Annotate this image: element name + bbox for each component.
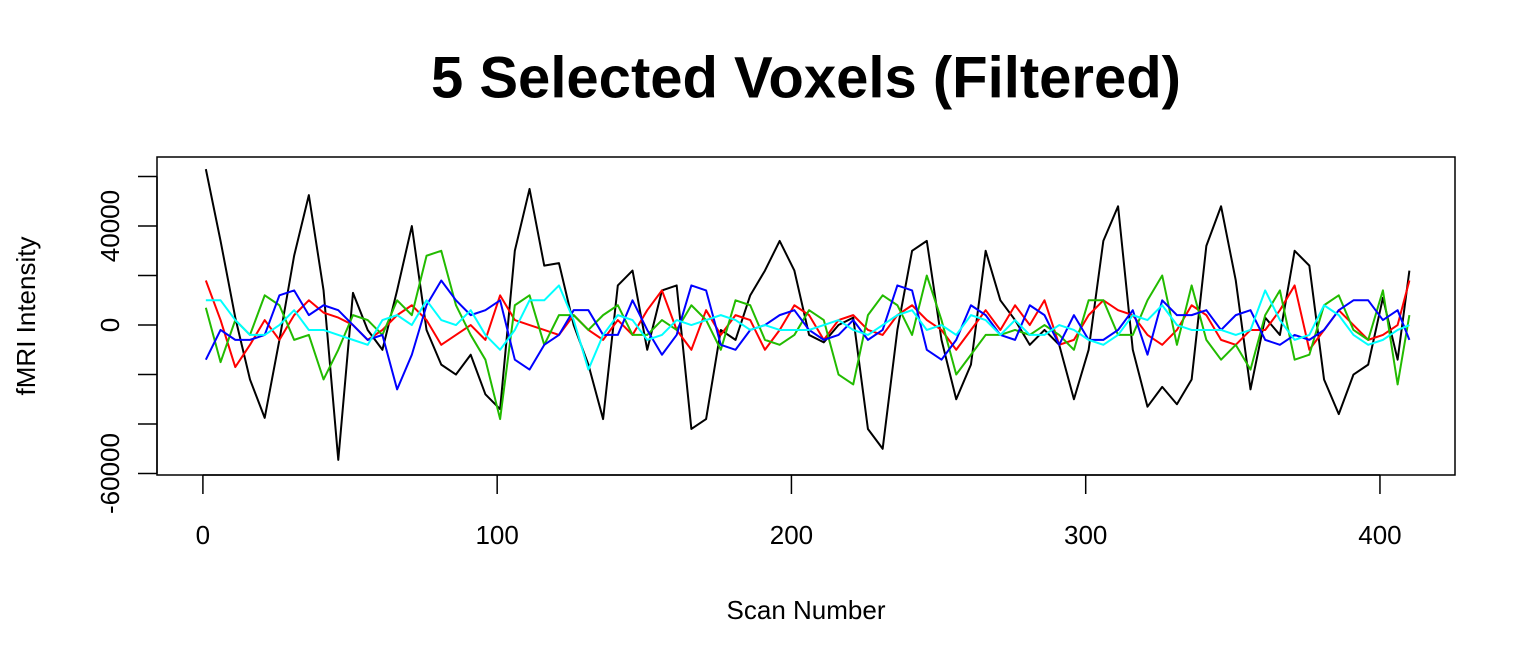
series-line: [204, 249, 1411, 421]
x-tick-label: 0: [196, 520, 210, 550]
x-tick-label: 300: [1064, 520, 1107, 550]
x-axis-label: Scan Number: [727, 595, 886, 625]
x-tick-label: 200: [770, 520, 813, 550]
y-tick-label: 40000: [95, 190, 125, 262]
y-tick-label: 0: [95, 318, 125, 332]
series-line: [204, 280, 1411, 369]
series-line: [204, 168, 1411, 461]
series-line: [205, 284, 1410, 371]
chart-title: 5 Selected Voxels (Filtered): [431, 45, 1181, 110]
y-tick-label: -60000: [95, 433, 125, 514]
x-tick-label: 400: [1358, 520, 1401, 550]
x-tick-label: 100: [475, 520, 518, 550]
y-axis-label: fMRI Intensity: [11, 237, 41, 396]
